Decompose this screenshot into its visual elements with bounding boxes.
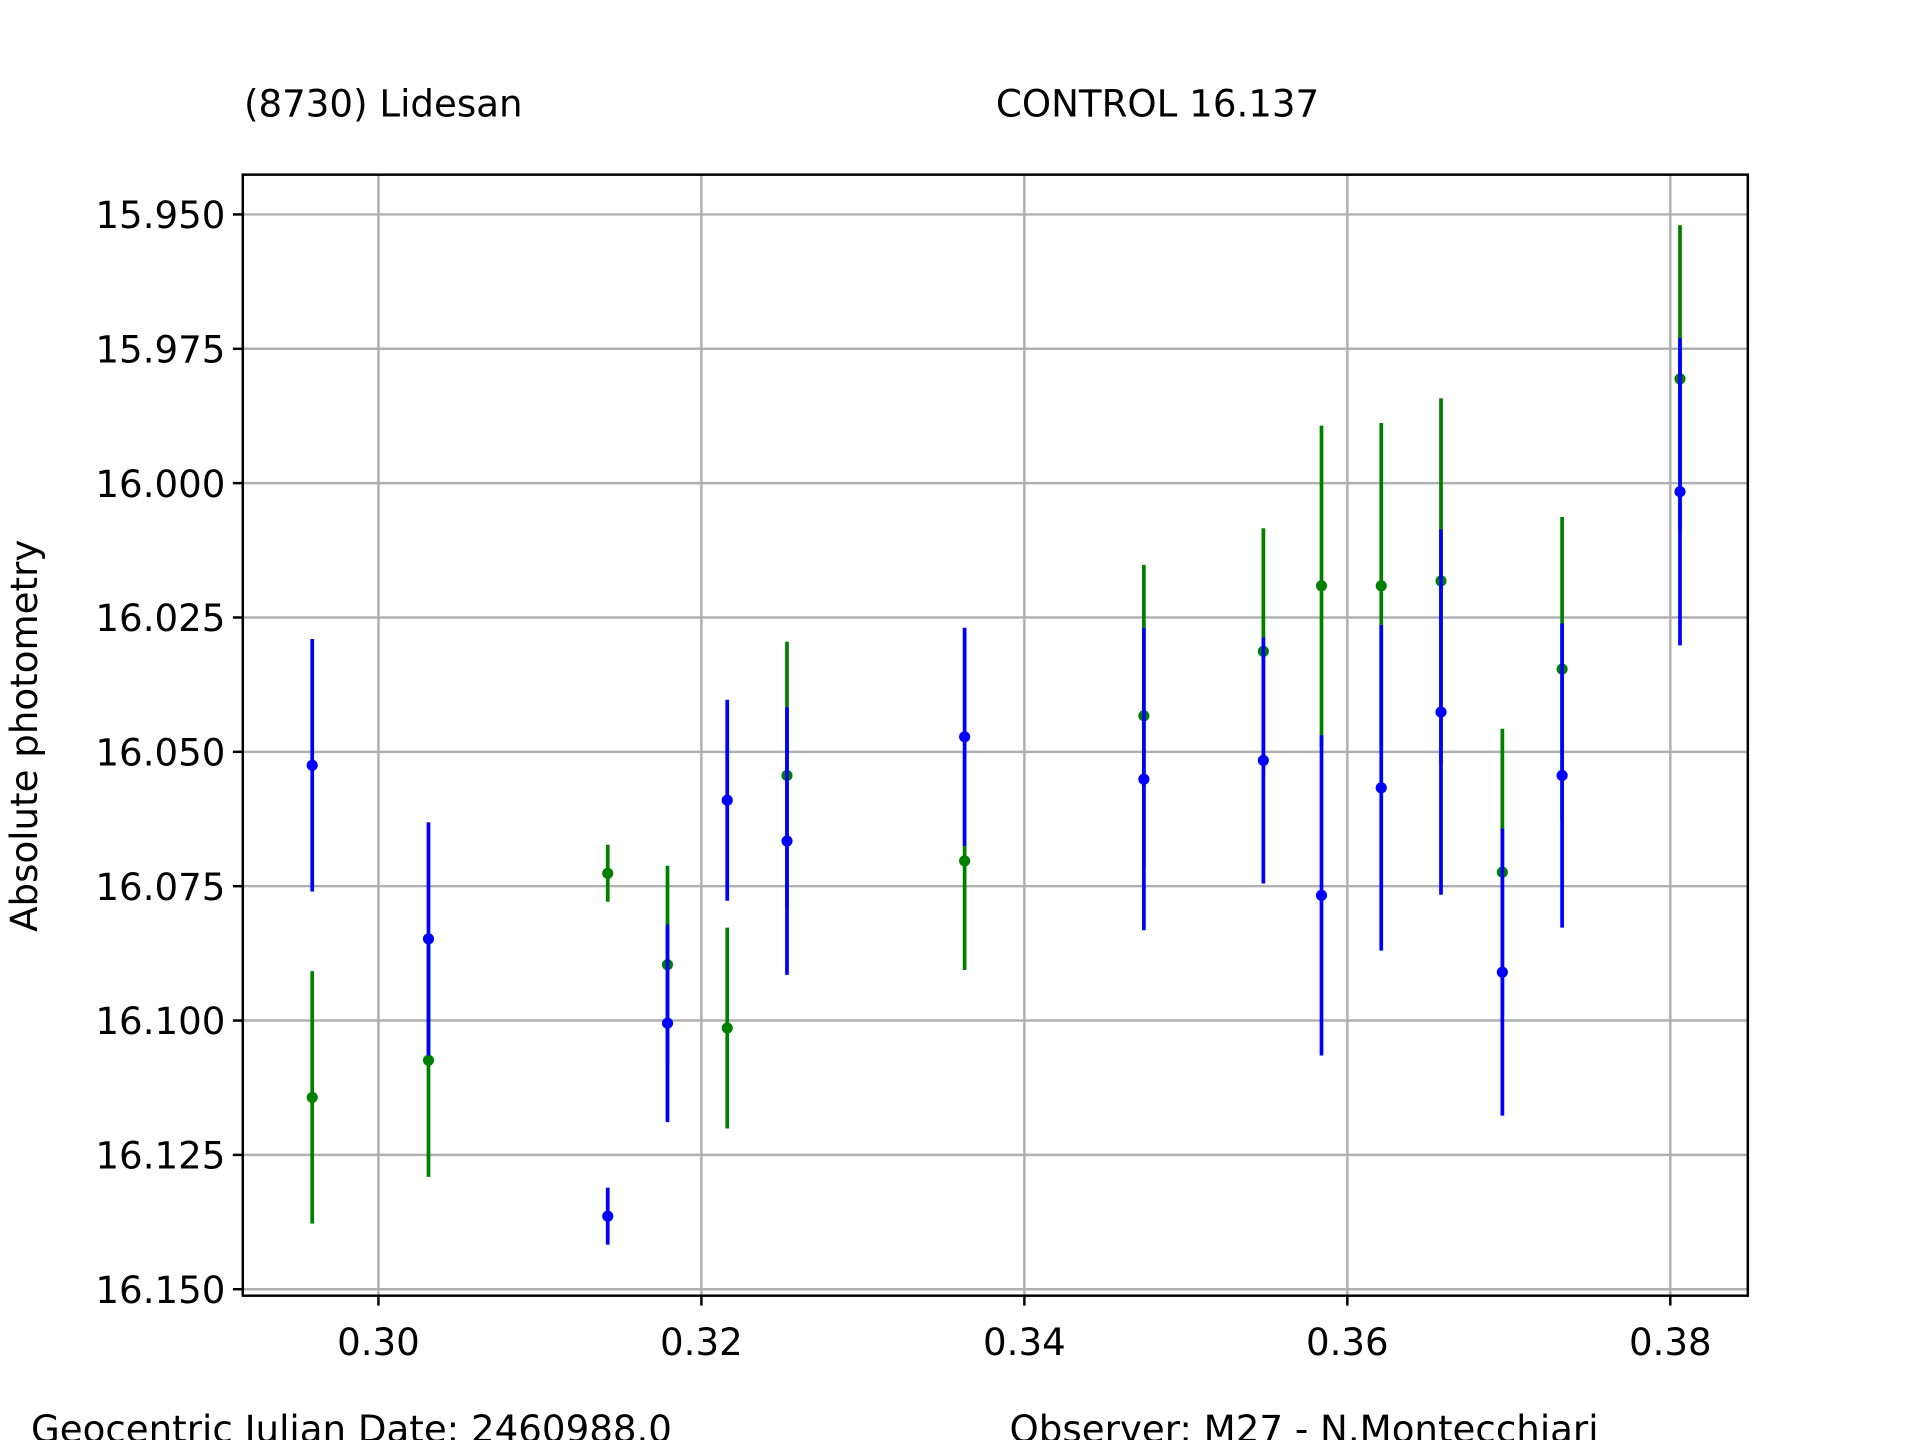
data-point (1375, 580, 1387, 592)
y-tick-label: 16.025 (95, 597, 225, 640)
x-tick-label: 0.34 (983, 1321, 1066, 1364)
y-tick-label: 16.100 (95, 1000, 225, 1043)
footer-note: Geocentric Julian Date: 2460988.0 (31, 1408, 672, 1440)
series-title: CONTROL 16.137 (996, 82, 1319, 125)
footer-note: Observer: M27 - N.Montecchiari (1010, 1408, 1599, 1440)
data-point (1315, 580, 1328, 592)
y-axis-label: Absolute photometry (3, 540, 46, 932)
y-tick-label: 16.075 (95, 866, 225, 909)
data-point (721, 1022, 733, 1034)
series-title: (8730) Lidesan (244, 82, 523, 125)
data-point (422, 1054, 435, 1066)
y-tick-label: 15.950 (95, 194, 225, 237)
y-tick-label: 15.975 (95, 328, 225, 371)
data-point (1257, 754, 1269, 767)
data-point (1556, 769, 1568, 782)
data-point (422, 933, 435, 945)
data-point (306, 1091, 318, 1103)
x-tick-label: 0.36 (1306, 1321, 1389, 1364)
plot-frame (241, 173, 1750, 1297)
data-point (781, 835, 793, 847)
data-point (602, 867, 614, 879)
data-point (306, 759, 318, 771)
data-point (959, 855, 971, 867)
y-tick-label: 16.125 (95, 1135, 225, 1178)
data-point (661, 1017, 674, 1029)
data-point (1138, 773, 1150, 785)
x-tick-label: 0.32 (660, 1321, 743, 1364)
data-point (602, 1210, 614, 1222)
data-point (1674, 486, 1686, 498)
y-tick-label: 16.000 (95, 463, 225, 506)
data-point (1435, 706, 1447, 718)
x-tick-label: 0.38 (1629, 1321, 1712, 1364)
y-tick-label: 16.150 (95, 1269, 225, 1312)
data-point (959, 731, 971, 743)
data-point (721, 794, 733, 806)
data-point (1315, 889, 1328, 901)
x-tick-label: 0.30 (337, 1321, 420, 1364)
data-point (1375, 782, 1387, 794)
data-point (1496, 966, 1508, 978)
y-tick-label: 16.050 (95, 731, 225, 774)
